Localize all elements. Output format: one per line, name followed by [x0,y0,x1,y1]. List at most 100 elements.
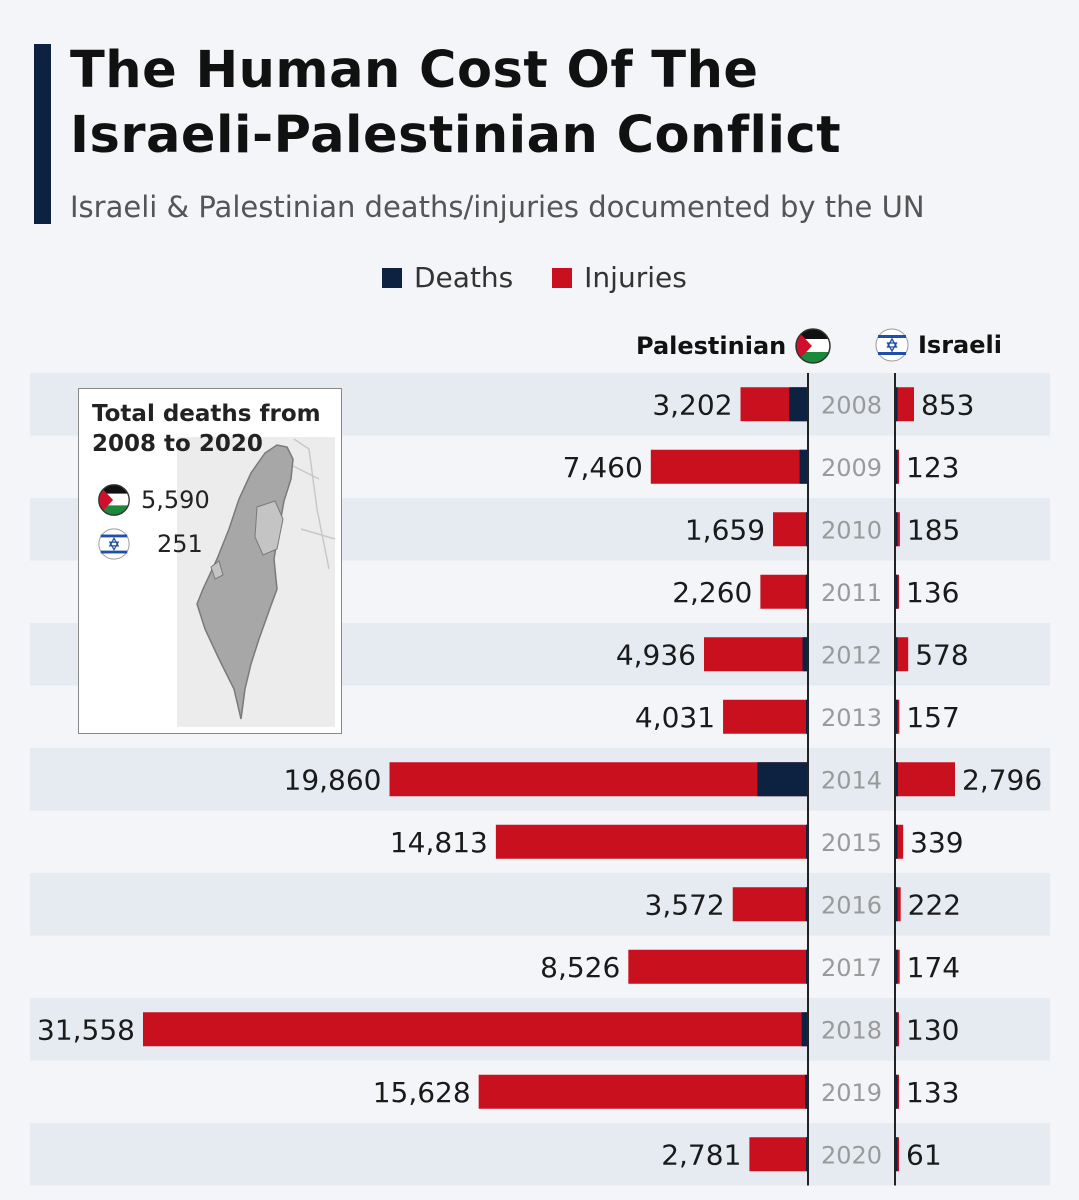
israeli-header: Israeli [874,327,1002,363]
inset-palestinian-deaths: 5,590 [141,486,210,514]
year-label: 2020 [821,1141,882,1169]
total-deaths-inset: Total deaths from 2008 to 2020 5,590 251 [78,388,342,734]
year-label: 2018 [821,1016,882,1044]
israeli-deaths-bar [896,887,898,922]
palestinian-deaths-bar [805,887,808,922]
israeli-injuries-bar [896,387,914,422]
legend-item-deaths: Deaths [382,261,513,294]
palestinian-deaths-bar [805,1074,808,1109]
palestinian-value-label: 31,558 [37,1013,135,1046]
israeli-value-label: 123 [906,451,959,484]
palestinian-header-label: Palestinian [636,332,787,360]
palestinian-value-label: 2,781 [661,1138,741,1171]
israeli-deaths-bar [896,574,898,609]
israeli-deaths-bar [896,1074,898,1109]
palestinian-injuries-bar [773,512,808,547]
palestinian-value-label: 1,659 [685,513,765,546]
israeli-value-label: 130 [906,1013,959,1046]
palestinian-deaths-bar [802,637,808,672]
palestinian-deaths-bar [789,387,808,422]
israel-palestine-map [177,437,336,727]
israeli-deaths-bar [896,1012,898,1047]
israel-flag-icon [875,328,909,362]
israeli-value-label: 222 [908,888,961,921]
palestine-flag-icon [795,328,831,364]
row-band [30,1123,1050,1186]
year-label: 2011 [821,579,882,607]
israeli-deaths-bar [896,699,898,734]
palestinian-injuries-bar [143,1012,808,1047]
palestinian-value-label: 3,572 [645,888,725,921]
inset-title: Total deaths from 2008 to 2020 [92,401,321,457]
israeli-value-label: 185 [907,513,960,546]
inset-israeli-row: 251 [97,527,203,561]
palestinian-injuries-bar [749,1137,808,1172]
palestinian-deaths-bar [757,762,808,797]
legend-deaths-label: Deaths [414,261,514,294]
title-accent-bar [34,44,51,224]
palestinian-injuries-bar [389,762,808,797]
israeli-value-label: 853 [921,388,974,421]
year-label: 2017 [821,954,882,982]
year-label: 2009 [821,454,882,482]
israel-flag-icon [98,528,130,560]
palestinian-injuries-bar [650,449,808,484]
inset-israeli-deaths: 251 [157,530,203,558]
palestinian-value-label: 15,628 [373,1076,471,1109]
israeli-deaths-bar [896,1137,898,1172]
israeli-value-label: 2,796 [962,763,1042,796]
palestinian-injuries-bar [478,1074,808,1109]
palestinian-injuries-bar [495,824,808,859]
inset-palestinian-row: 5,590 [97,483,210,517]
deaths-swatch [382,267,402,288]
palestinian-value-label: 7,460 [563,451,643,484]
palestinian-deaths-bar [805,574,808,609]
israeli-value-label: 136 [906,576,959,609]
israeli-value-label: 133 [906,1076,959,1109]
israeli-injuries-bar [896,949,900,984]
injuries-swatch [552,267,573,288]
year-label: 2016 [821,891,882,919]
israeli-header-label: Israeli [918,331,1002,359]
israeli-value-label: 157 [906,701,959,734]
year-label: 2008 [821,391,882,419]
israeli-value-label: 339 [910,826,963,859]
israeli-deaths-bar [896,949,898,984]
legend: Deaths Injuries [382,261,717,295]
palestinian-value-label: 14,813 [390,826,488,859]
palestinian-injuries-bar [723,699,808,734]
year-label: 2012 [821,641,882,669]
palestinian-value-label: 19,860 [284,763,382,796]
row-band [30,873,1050,936]
year-label: 2010 [821,516,882,544]
israeli-injuries-bar [896,824,904,859]
israeli-value-label: 61 [906,1138,942,1171]
israeli-injuries-bar [896,762,955,797]
palestine-flag-icon [98,484,130,516]
chart-subtitle: Israeli & Palestinian deaths/injuries do… [70,190,925,224]
legend-injuries-label: Injuries [584,261,687,294]
palestinian-deaths-bar [801,1012,808,1047]
palestinian-deaths-bar [799,449,808,484]
israeli-injuries-bar [896,887,901,922]
israeli-injuries-bar [896,637,909,672]
israeli-deaths-bar [896,387,898,422]
year-label: 2015 [821,829,882,857]
palestinian-value-label: 4,031 [635,701,715,734]
palestinian-header: Palestinian [636,327,832,365]
legend-item-injuries: Injuries [552,261,687,294]
palestinian-injuries-bar [760,574,808,609]
palestinian-value-label: 8,526 [540,951,620,984]
israeli-value-label: 578 [915,638,968,671]
palestinian-value-label: 4,936 [616,638,696,671]
israeli-deaths-bar [896,824,898,859]
israeli-deaths-bar [896,512,898,547]
title-line-2: Israeli-Palestinian Conflict [70,106,842,165]
palestinian-injuries-bar [703,637,808,672]
israeli-deaths-bar [896,637,898,672]
palestinian-value-label: 2,260 [672,576,752,609]
israeli-deaths-bar [896,762,898,797]
year-label: 2019 [821,1079,882,1107]
palestinian-injuries-bar [732,887,808,922]
